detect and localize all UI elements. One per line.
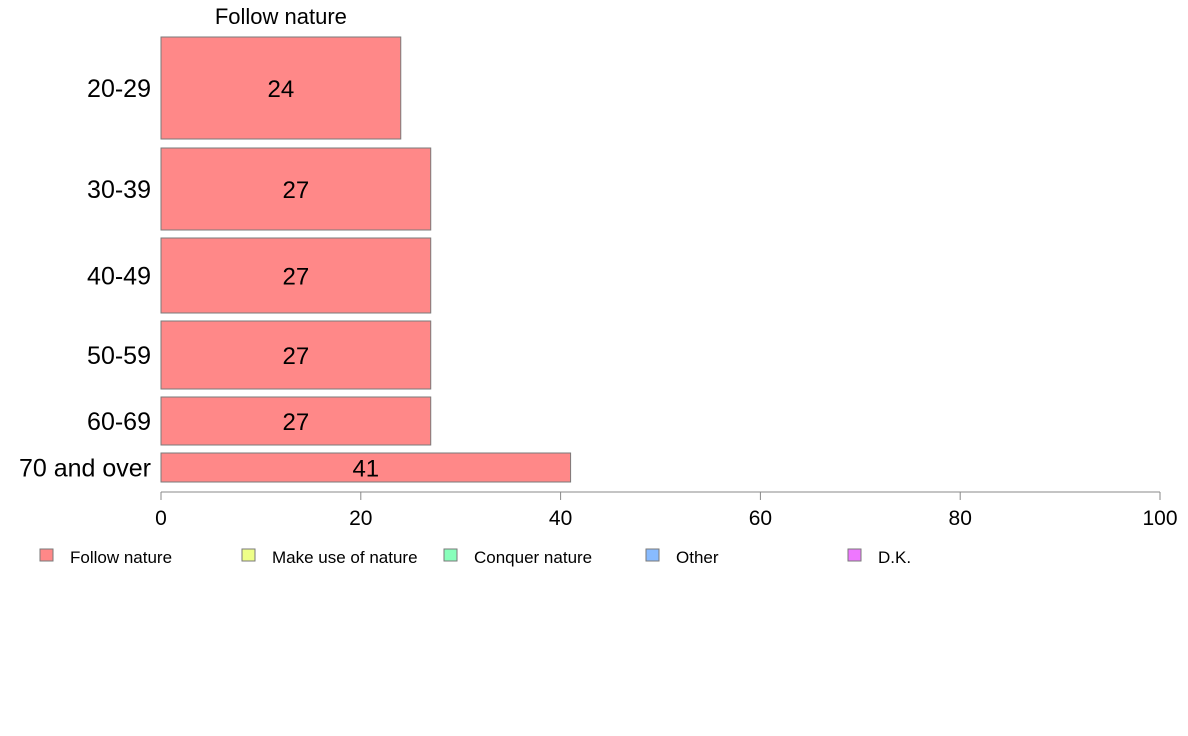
x-tick-label: 60 bbox=[749, 507, 772, 530]
x-tick-label: 100 bbox=[1142, 507, 1177, 530]
x-tick-label: 40 bbox=[549, 507, 572, 530]
x-axis: 0 20 40 60 80 100 bbox=[155, 491, 1178, 530]
category-label: 60-69 bbox=[87, 408, 151, 436]
legend-label: Follow nature bbox=[70, 548, 172, 567]
category-label: 40-49 bbox=[87, 263, 151, 291]
bar-value-label: 27 bbox=[283, 264, 310, 291]
bar bbox=[160, 320, 432, 390]
bar-labels: 24 27 27 27 27 41 bbox=[268, 76, 380, 483]
x-tick-label: 80 bbox=[949, 507, 972, 530]
legend-label: Other bbox=[676, 548, 719, 567]
legend-label: D.K. bbox=[878, 548, 911, 567]
legend-label: Conquer nature bbox=[474, 548, 592, 567]
bar bbox=[160, 36, 402, 140]
bar bbox=[160, 452, 572, 483]
series-titles: Follow nature bbox=[215, 4, 347, 29]
x-tick-label: 0 bbox=[155, 507, 167, 530]
bar-value-label: 27 bbox=[283, 343, 310, 370]
bar-value-label: 24 bbox=[268, 76, 295, 103]
legend-swatch bbox=[241, 548, 256, 562]
category-label: 70 and over bbox=[19, 455, 151, 483]
category-labels: 20-29 30-39 40-49 50-59 60-69 70 and over bbox=[19, 75, 151, 483]
bar-value-label: 41 bbox=[352, 456, 379, 483]
bar bbox=[160, 237, 432, 314]
legend-swatch bbox=[847, 548, 862, 562]
category-label: 30-39 bbox=[87, 176, 151, 204]
legend-label: Make use of nature bbox=[272, 548, 418, 567]
legend-swatch bbox=[645, 548, 660, 562]
bars bbox=[160, 36, 572, 483]
bar bbox=[160, 396, 432, 446]
legend: Follow nature Make use of nature Conquer n… bbox=[39, 548, 911, 567]
legend-swatch bbox=[39, 548, 54, 562]
bar-value-label: 27 bbox=[283, 177, 310, 204]
x-tick-label: 20 bbox=[349, 507, 372, 530]
series-title: Follow nature bbox=[215, 4, 347, 29]
bar bbox=[160, 147, 432, 231]
category-label: 50-59 bbox=[87, 342, 151, 370]
legend-swatch bbox=[443, 548, 458, 562]
bar-value-label: 27 bbox=[283, 409, 310, 436]
category-label: 20-29 bbox=[87, 75, 151, 103]
